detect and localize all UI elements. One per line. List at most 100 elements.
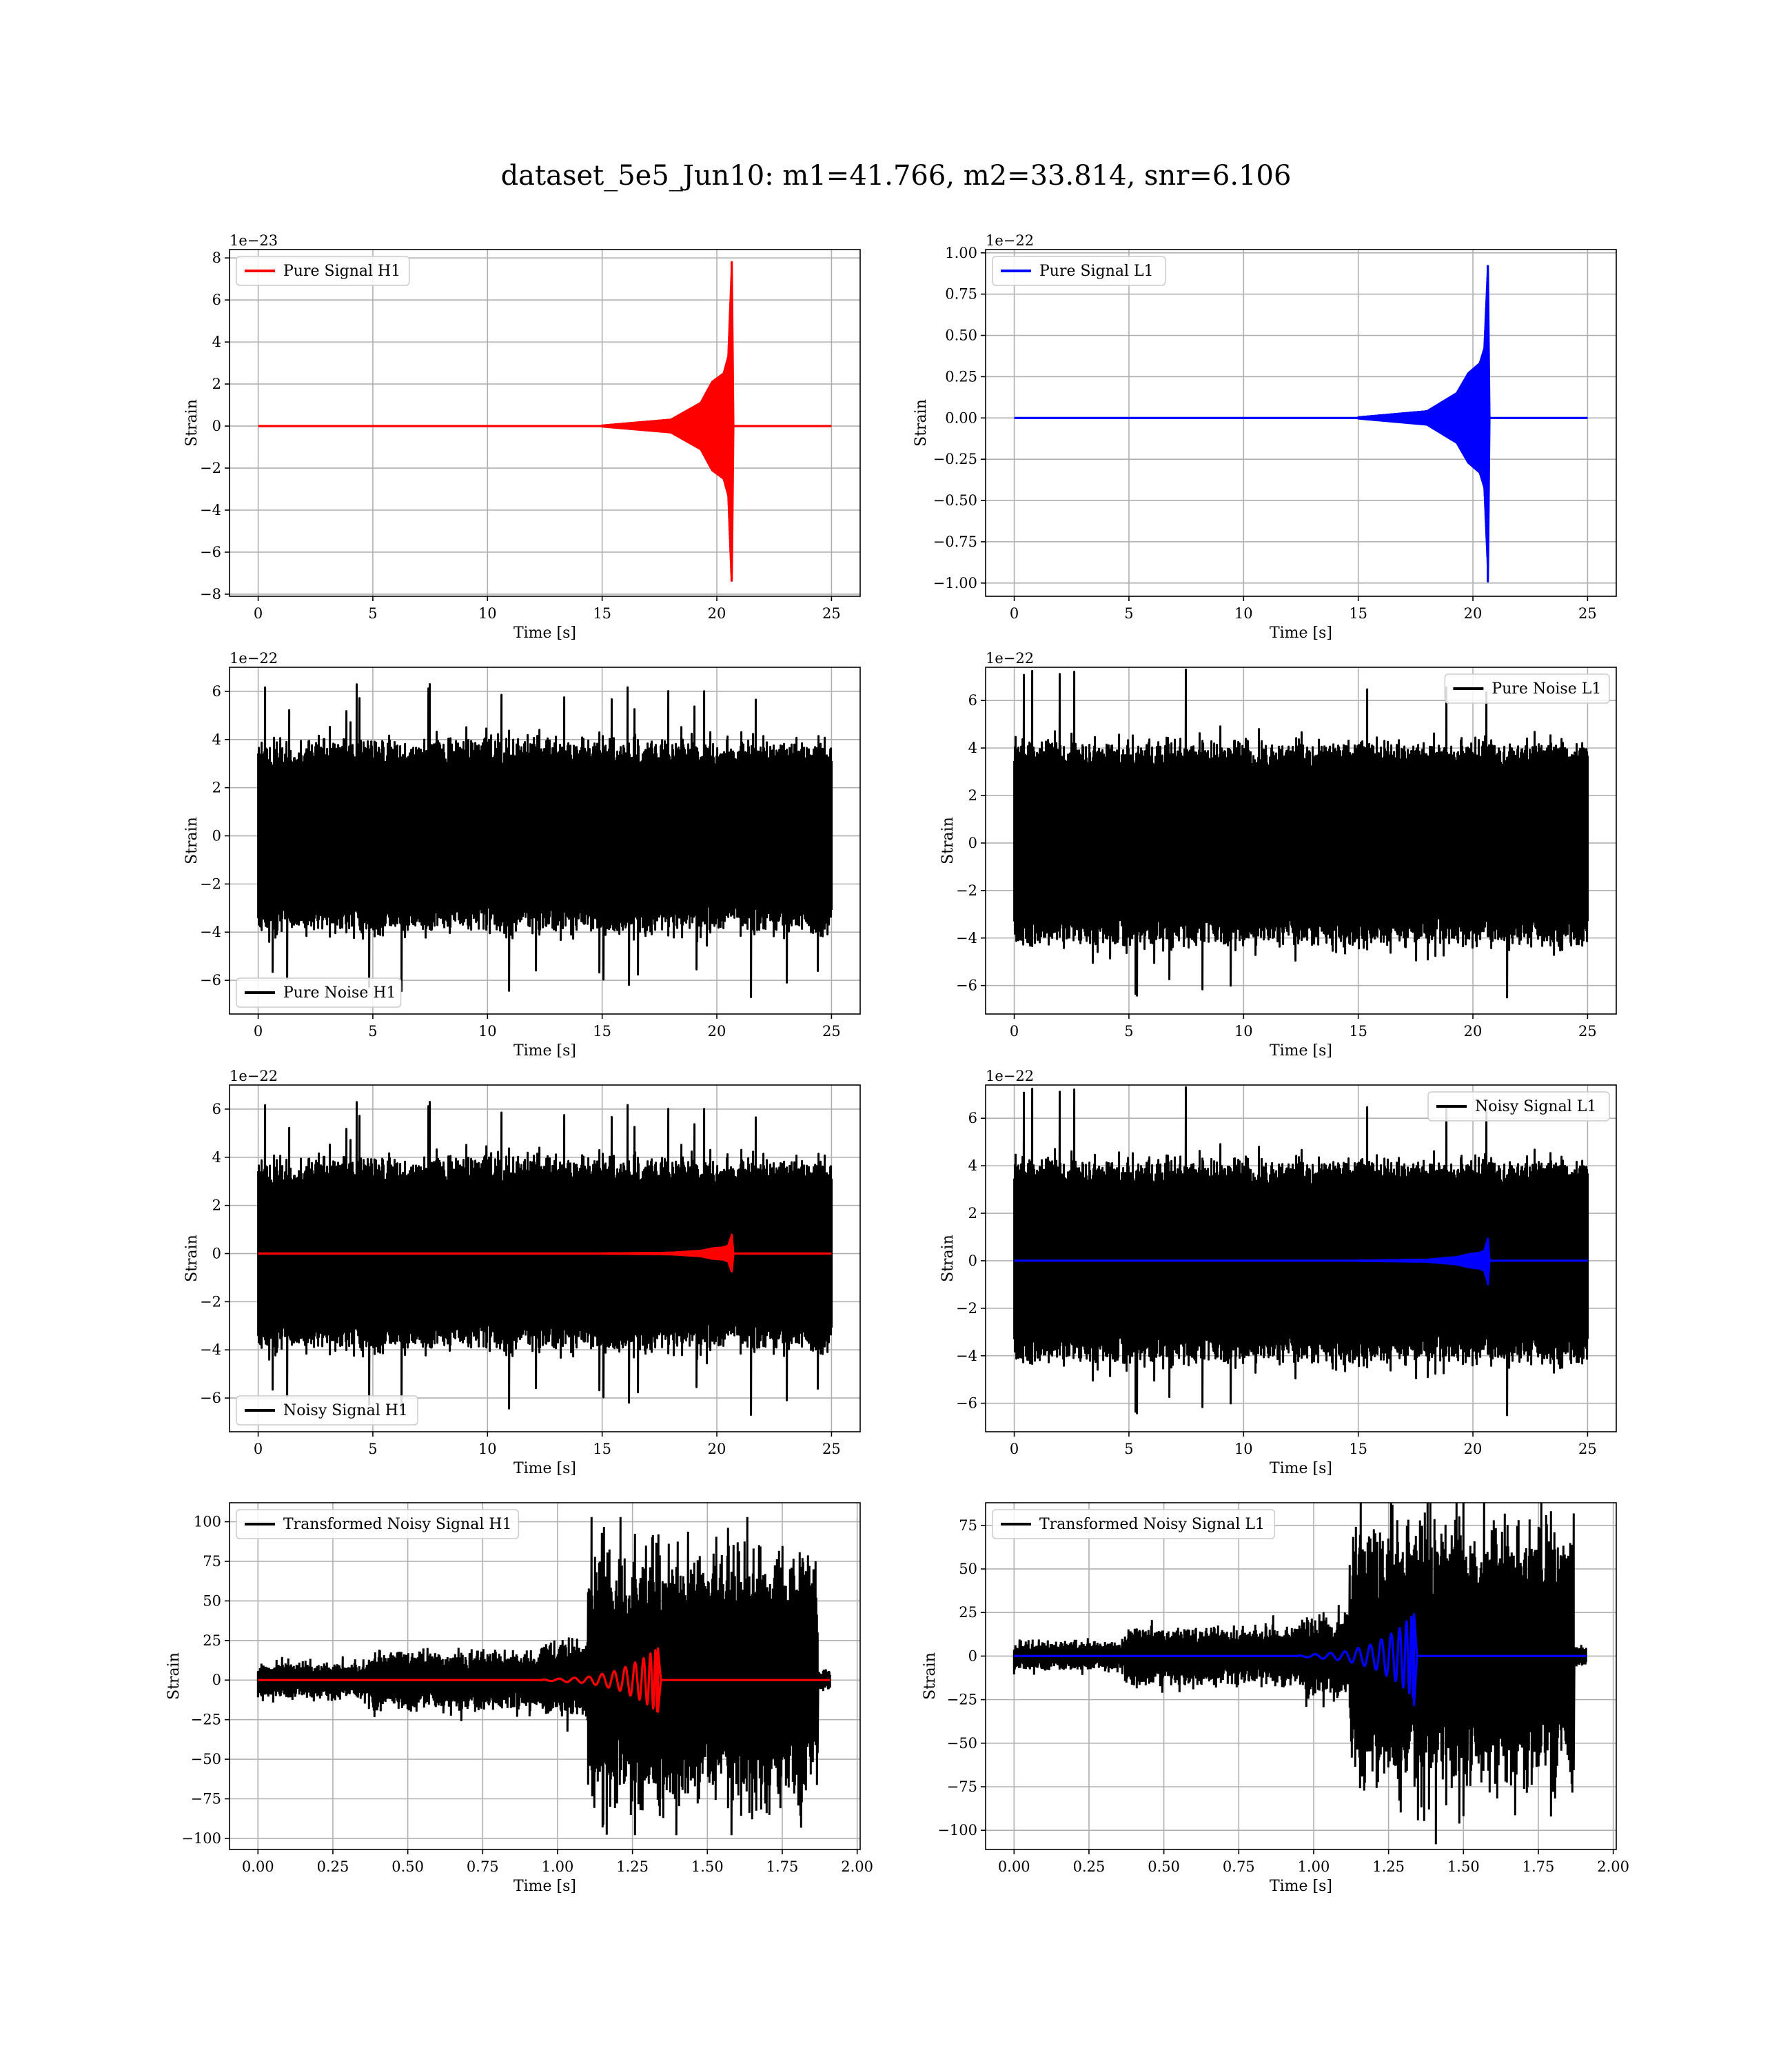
x-tick-label: 15 xyxy=(593,1441,611,1457)
x-tick-label: 1.50 xyxy=(1447,1858,1480,1875)
x-tick-label: 5 xyxy=(368,1023,377,1040)
y-tick-label: −6 xyxy=(200,544,221,560)
y-axis-label: Strain xyxy=(165,1652,183,1700)
x-tick-label: 10 xyxy=(478,605,497,622)
series-pure-signal-l1 xyxy=(1014,1613,1587,1706)
x-tick-label: 1.00 xyxy=(1298,1858,1330,1875)
x-tick-label: 0 xyxy=(1010,1023,1019,1040)
legend-label: Transformed Noisy Signal H1 xyxy=(283,1516,512,1533)
plot-area xyxy=(257,1101,833,1416)
y-axis-label: Strain xyxy=(922,1652,939,1700)
legend: Pure Signal L1 xyxy=(992,256,1166,286)
x-tick-label: 20 xyxy=(708,1023,726,1040)
series-noisy-signal-h1 xyxy=(257,1101,833,1416)
axes-frame xyxy=(229,249,861,597)
x-axis-label: Time [s] xyxy=(513,1042,576,1060)
x-tick-label: 0.00 xyxy=(242,1858,274,1875)
axes-frame xyxy=(985,1502,1617,1850)
legend-label: Pure Noise H1 xyxy=(283,984,396,1002)
plot-area xyxy=(1012,1503,1587,1845)
x-tick-label: 5 xyxy=(1124,1023,1133,1040)
series-pure-signal-l1 xyxy=(1014,265,1588,582)
y-tick-label: 6 xyxy=(212,292,221,308)
y-tick-label: 0 xyxy=(968,1648,977,1664)
x-tick-label: 1.25 xyxy=(1372,1858,1405,1875)
y-tick-label: 2 xyxy=(212,780,221,796)
legend-box xyxy=(1427,1091,1610,1122)
x-tick-label: 25 xyxy=(1578,605,1597,622)
offset-text: 1e−22 xyxy=(986,1068,1034,1084)
y-tick-label: 4 xyxy=(968,1157,977,1174)
x-tick-label: 10 xyxy=(1234,605,1253,622)
subplot-noisy-signal-h1: 0 5 10 15 20 25 −6 −4 −2 0 2 4 6 1e−22 Time [s] Strain N… xyxy=(183,1068,861,1477)
axes-frame xyxy=(229,667,861,1015)
y-tick-label: −4 xyxy=(956,930,977,946)
y-tick-label: −4 xyxy=(200,924,221,940)
y-tick-label: 0.00 xyxy=(945,409,977,426)
legend-label: Pure Signal L1 xyxy=(1039,263,1154,280)
legend: Transformed Noisy Signal H1 xyxy=(236,1509,520,1539)
subplot-pure-noise-l1: 0 5 10 15 20 25 −6 −4 −2 0 2 4 6 1e−22 Time [s] Strain P… xyxy=(939,650,1617,1060)
y-tick-label: −2 xyxy=(956,1300,977,1317)
y-tick-label: 2 xyxy=(212,1197,221,1214)
y-axis-label: Strain xyxy=(183,399,201,447)
x-tick-label: 1.75 xyxy=(766,1858,799,1875)
y-tick-label: 100 xyxy=(194,1514,221,1530)
y-tick-label: 6 xyxy=(968,1110,977,1126)
y-tick-label: −50 xyxy=(191,1751,221,1767)
offset-text: 1e−22 xyxy=(986,232,1034,249)
y-tick-label: 0 xyxy=(968,1253,977,1269)
x-axis-label: Time [s] xyxy=(513,625,576,642)
subplot-pure-noise-h1: 0 5 10 15 20 25 −6 −4 −2 0 2 4 6 1e−22 Time [s] Strain P… xyxy=(183,650,861,1060)
x-tick-label: 15 xyxy=(1349,1023,1367,1040)
y-tick-label: −50 xyxy=(947,1735,977,1752)
x-tick-label: 5 xyxy=(368,1441,377,1457)
y-axis-label: Strain xyxy=(913,399,930,447)
x-tick-label: 1.50 xyxy=(691,1858,724,1875)
y-tick-label: −25 xyxy=(947,1692,977,1708)
y-tick-label: −0.50 xyxy=(933,492,977,509)
x-tick-label: 15 xyxy=(593,1023,611,1040)
legend-box xyxy=(1444,673,1610,704)
x-tick-label: 20 xyxy=(708,1441,726,1457)
axes-frame xyxy=(229,1084,861,1432)
x-axis-label: Time [s] xyxy=(1270,1878,1332,1895)
x-tick-label: 0.50 xyxy=(391,1858,424,1875)
series-pure-signal-h1 xyxy=(258,1647,831,1713)
x-tick-label: 5 xyxy=(1124,1441,1133,1457)
x-tick-label: 1.00 xyxy=(542,1858,574,1875)
y-tick-label: −2 xyxy=(200,875,221,892)
y-tick-label: 25 xyxy=(959,1604,977,1621)
x-tick-label: 20 xyxy=(708,605,726,622)
y-tick-label: −0.75 xyxy=(933,534,977,550)
plot-area xyxy=(257,683,833,998)
y-tick-label: −2 xyxy=(956,882,977,899)
x-tick-label: 10 xyxy=(1234,1023,1253,1040)
y-tick-label: 0 xyxy=(212,418,221,434)
y-tick-label: 50 xyxy=(203,1592,221,1609)
subplot-transformed-noisy-signal-h1: 0.00 0.25 0.50 0.75 1.00 1.25 1.50 1.75 2.00 −100… xyxy=(165,1502,873,1895)
legend: Transformed Noisy Signal L1 xyxy=(992,1509,1276,1539)
y-tick-label: 2 xyxy=(212,376,221,392)
y-tick-label: 8 xyxy=(212,250,221,266)
x-axis-label: Time [s] xyxy=(513,1878,576,1895)
x-axis-label: Time [s] xyxy=(1270,625,1332,642)
legend: Pure Noise H1 xyxy=(236,977,402,1008)
x-tick-label: 10 xyxy=(478,1023,497,1040)
x-tick-label: 20 xyxy=(1464,605,1483,622)
plot-area xyxy=(1013,668,1589,999)
y-tick-label: −6 xyxy=(956,1395,977,1412)
x-tick-label: 20 xyxy=(1464,1441,1483,1457)
y-tick-label: −6 xyxy=(956,977,977,994)
y-tick-label: −6 xyxy=(200,1390,221,1406)
y-axis-label: Strain xyxy=(183,817,201,864)
y-tick-label: 75 xyxy=(203,1553,221,1570)
offset-text: 1e−22 xyxy=(230,1068,278,1084)
x-axis-label: Time [s] xyxy=(1270,1460,1332,1477)
y-axis-label: Strain xyxy=(939,817,957,864)
subplot-pure-signal-h1: 0 5 10 15 20 25 −8 −6 −4 −2 0 2 4 6 8 1e−23 Time [s] Stra… xyxy=(183,232,861,642)
axes-frame xyxy=(229,1502,861,1850)
series-transformed-noisy-signal-h1 xyxy=(256,1517,831,1836)
